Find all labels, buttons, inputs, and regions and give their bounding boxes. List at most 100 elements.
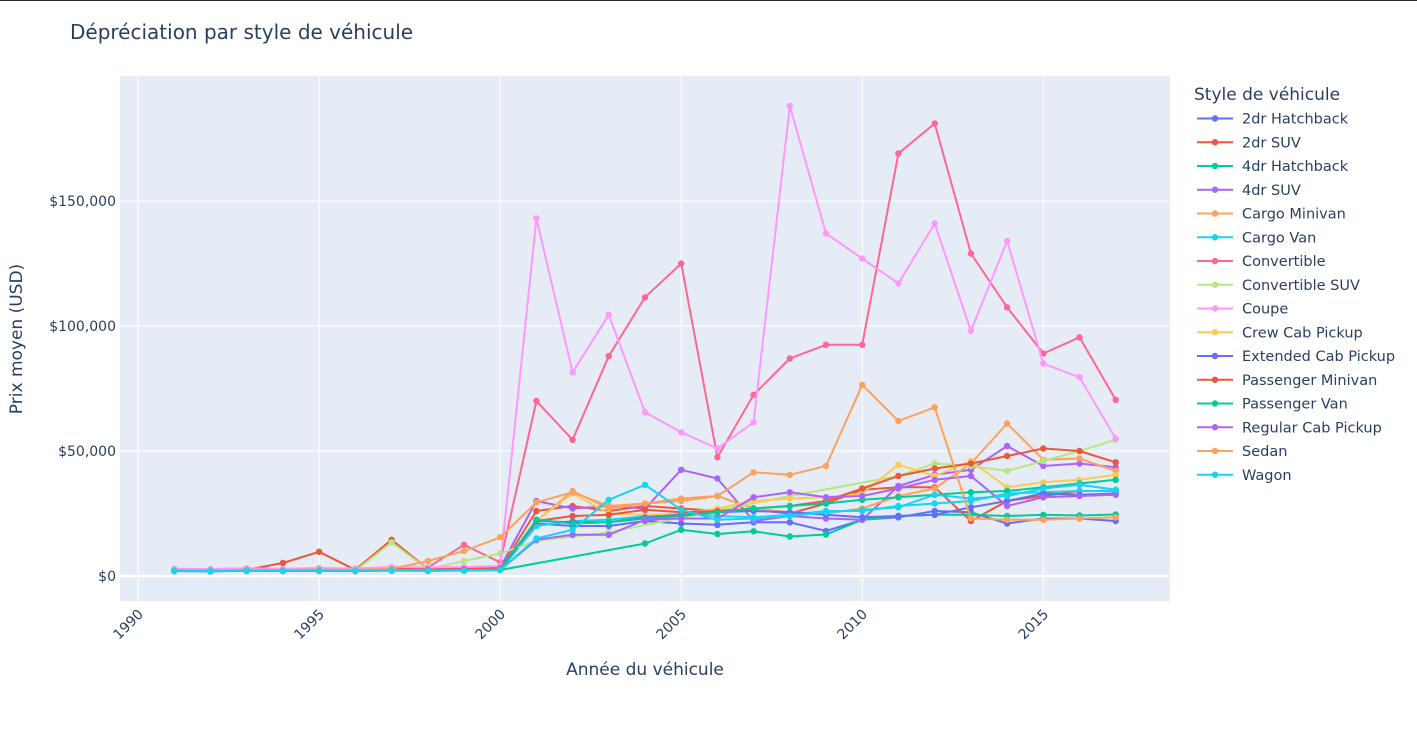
legend-label: Convertible SUV [1242,278,1360,294]
legend-swatch-marker [1211,234,1219,241]
data-point [967,515,975,522]
data-point [750,419,757,426]
data-point [388,566,395,574]
legend-swatch-marker [1211,281,1219,288]
x-axis-title: Année du véhicule [566,660,724,680]
data-point [750,505,757,512]
data-point [967,472,975,480]
legend-label: Passenger Van [1242,397,1348,413]
data-point [605,502,612,510]
legend-item-passenger-minivan[interactable]: Passenger Minivan [1197,373,1377,389]
legend[interactable]: Style de véhicule 2dr Hatchback 2dr SUV 4d… [1194,85,1395,484]
legend-item-crew-cab-pickup[interactable]: Crew Cab Pickup [1197,325,1363,341]
x-tick-label: 1995 [291,607,328,644]
legend-swatch-marker [1211,329,1219,336]
data-point [569,526,576,533]
legend-swatch-marker [1211,186,1219,193]
data-point [1076,374,1083,381]
data-point [569,369,576,376]
legend-item-passenger-van[interactable]: Passenger Van [1197,397,1348,413]
data-point [352,567,359,574]
data-point [786,471,793,478]
data-point [931,404,938,411]
data-point [859,492,866,500]
data-point [967,327,975,335]
data-point [931,476,938,483]
data-point [315,548,323,555]
legend-item-cargo-minivan[interactable]: Cargo Minivan [1197,207,1346,223]
x-tick-label: 2000 [472,607,509,644]
data-point [859,485,866,492]
data-point [678,429,685,436]
data-point [678,260,685,267]
data-point [931,485,938,492]
data-point [822,509,830,516]
x-tick-label: 1990 [110,607,147,644]
y-tick-labels: $0 $50,000 $100,000 $150,000 [49,194,116,585]
legend-item-convertible[interactable]: Convertible [1197,254,1326,270]
data-point [678,495,685,502]
legend-item-wagon[interactable]: Wagon [1197,468,1292,484]
legend-item-convertible-suv[interactable]: Convertible SUV [1197,278,1360,294]
series-wagon [171,481,1119,575]
data-point [1112,459,1119,466]
legend-label: Cargo Van [1242,230,1316,246]
data-point [786,355,793,362]
data-point [1003,487,1011,495]
data-point [1040,360,1047,367]
legend-label: 2dr Hatchback [1242,112,1349,128]
legend-label: 4dr SUV [1242,183,1301,199]
legend-item-4dr-hatchback[interactable]: 4dr Hatchback [1197,159,1349,175]
data-point [931,491,938,498]
data-point [786,533,793,540]
data-point [678,515,685,522]
legend-swatch-marker [1211,210,1219,217]
legend-item-4dr-suv[interactable]: 4dr SUV [1197,183,1301,199]
data-point [1112,491,1119,498]
data-point [641,540,649,547]
data-point [895,150,902,157]
legend-swatch-marker [1211,115,1219,122]
data-point [714,521,721,528]
data-point [1040,479,1047,486]
data-point [895,280,902,287]
legend-label: Convertible [1242,254,1326,270]
data-point [207,567,214,575]
data-point [678,526,685,533]
data-point [1076,447,1083,455]
legend-label: Passenger Minivan [1242,373,1377,389]
data-point [605,519,612,526]
data-point [931,460,938,467]
data-point [641,500,649,507]
data-point [1040,445,1047,452]
data-point [1040,494,1047,501]
data-point [786,489,793,496]
data-point [750,515,757,522]
data-point [533,499,540,506]
data-point [822,531,830,538]
data-point [641,506,649,513]
data-point [1076,455,1083,462]
legend-item-regular-cab-pickup[interactable]: Regular Cab Pickup [1197,420,1382,436]
data-point [243,567,250,574]
data-point [460,567,468,574]
data-point [605,311,612,318]
data-point [1040,511,1047,518]
legend-item-2dr-suv[interactable]: 2dr SUV [1197,135,1301,151]
legend-item-2dr-hatchback[interactable]: 2dr Hatchback [1197,112,1349,128]
data-point [967,495,975,502]
data-point [1003,497,1011,505]
data-point [714,475,721,482]
data-point [1076,334,1083,341]
y-gridlines [120,200,1170,577]
legend-item-extended-cab-pickup[interactable]: Extended Cab Pickup [1197,349,1395,365]
legend-swatch-marker [1211,352,1219,360]
data-point [714,516,721,523]
data-point [1112,396,1119,403]
legend-item-coupe[interactable]: Coupe [1197,302,1288,318]
data-point [786,502,793,510]
legend-item-sedan[interactable]: Sedan [1197,444,1287,460]
data-point [315,567,323,574]
legend-item-cargo-van[interactable]: Cargo Van [1197,230,1316,246]
